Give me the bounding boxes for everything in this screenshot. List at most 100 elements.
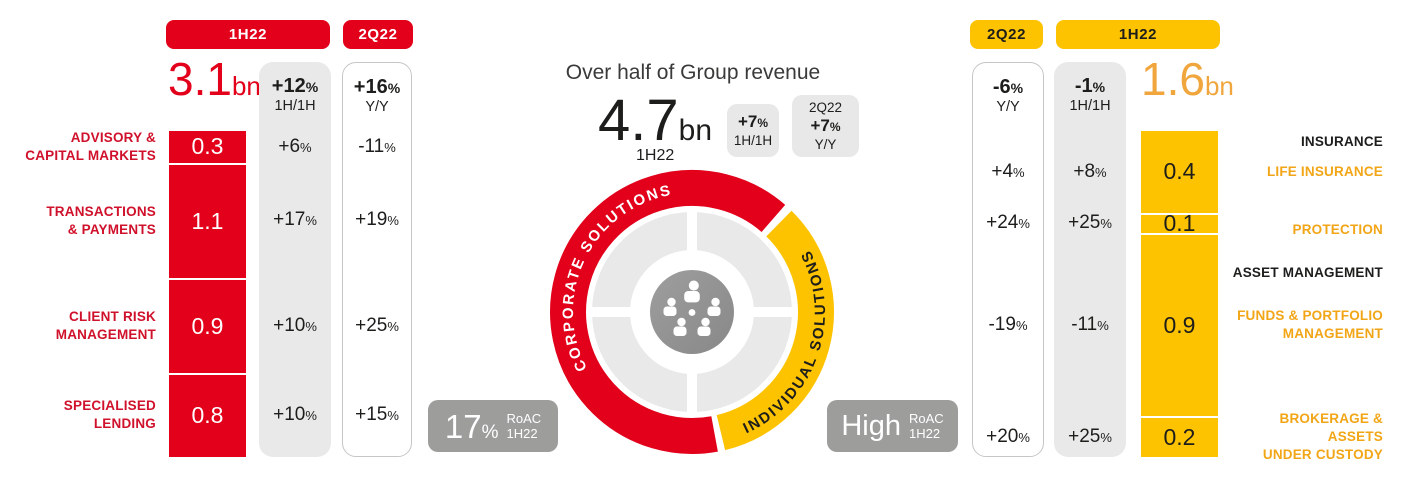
percent-sign: %	[1018, 430, 1030, 445]
corporate-yy-growth-value: +16	[353, 76, 388, 98]
corporate-yy-growth-header: +16% Y/Y	[343, 76, 411, 116]
center-title: Over half of Group revenue	[565, 61, 821, 84]
growth-value: +6	[278, 136, 301, 157]
percent-sign: %	[387, 213, 399, 228]
group-total-period: 1H22	[636, 147, 675, 164]
percent-sign: %	[305, 213, 317, 228]
roac-period: 1H22	[908, 426, 941, 441]
corporate-roac-badge: 17% RoAC 1H22	[428, 400, 558, 452]
corporate-total-unit: bn	[231, 71, 261, 101]
group-hh-growth-badge: +7% 1H/1H	[727, 104, 779, 157]
bar-segment-brokerage-custody: 0.2	[1141, 416, 1218, 458]
corporate-yy-growth-period: Y/Y	[365, 99, 389, 115]
individual-hh-growth-column: -1% 1H/1H	[1054, 62, 1126, 457]
percent-sign: %	[1100, 216, 1112, 231]
left-period-header-1h22-label: 1H22	[228, 26, 268, 43]
growth-value: +10	[273, 315, 306, 336]
group-label-asset-management: ASSET MANAGEMENT	[1228, 263, 1383, 283]
percent-sign: %	[1095, 165, 1107, 180]
individual-roac-badge: High RoAC 1H22	[827, 400, 958, 452]
hh-growth-protection: +25%	[1054, 212, 1126, 234]
individual-hh-growth-header: -1% 1H/1H	[1054, 75, 1126, 115]
percent-sign: %	[384, 140, 396, 155]
label-brokerage-assets-custody: BROKERAGE & ASSETS UNDER CUSTODY	[1228, 411, 1383, 462]
left-period-header-2q22: 2Q22	[343, 20, 413, 49]
percent-sign: %	[1010, 80, 1024, 96]
label-line: TRANSACTIONS	[46, 204, 156, 220]
roac-value: 17	[444, 407, 482, 445]
yy-growth-funds: -19%	[972, 314, 1044, 336]
label-line: CAPITAL MARKETS	[25, 148, 156, 163]
label-advisory-capital-markets: ADVISORY & CAPITAL MARKETS	[4, 127, 156, 167]
yy-growth-advisory: -11%	[342, 136, 412, 158]
growth-value: +25	[1068, 426, 1101, 447]
label-protection: PROTECTION	[1228, 220, 1383, 240]
growth-value: +8	[1073, 161, 1096, 182]
growth-value: +19	[355, 209, 388, 230]
left-period-header-1h22: 1H22	[166, 20, 330, 49]
individual-solutions-arc	[716, 210, 834, 451]
bar-segment-funds-portfolio: 0.9	[1141, 232, 1218, 417]
label-line: INSURANCE	[1300, 134, 1383, 150]
corporate-stacked-bar: 0.3 1.1 0.9 0.8	[169, 131, 246, 457]
individual-yy-growth-column: -6% Y/Y	[972, 62, 1044, 457]
growth-value: +24	[986, 212, 1019, 233]
growth-value: +25	[1068, 212, 1101, 233]
corporate-hh-growth-column: +12% 1H/1H	[259, 62, 331, 457]
label-line: MANAGEMENT	[1282, 326, 1383, 341]
growth-value: +10	[273, 404, 306, 425]
individual-hh-growth-period: 1H/1H	[1069, 98, 1111, 114]
segment-value: 0.9	[191, 312, 224, 339]
percent-sign: %	[1092, 79, 1106, 95]
yy-growth-life-insurance: +4%	[972, 161, 1044, 183]
corporate-total-revenue: 3.1bn	[168, 56, 261, 102]
people-group-icon	[663, 280, 721, 336]
percent-sign: %	[829, 119, 841, 134]
yy-growth-specialised: +15%	[342, 404, 412, 426]
hh-growth-life-insurance: +8%	[1054, 161, 1126, 183]
percent-sign: %	[1015, 318, 1028, 333]
right-period-header-2q22-label: 2Q22	[986, 26, 1027, 43]
yy-growth-protection: +24%	[972, 212, 1044, 234]
roac-metric: RoAC	[908, 410, 944, 426]
label-life-insurance: LIFE INSURANCE	[1228, 162, 1383, 182]
segment-value: 0.8	[191, 402, 224, 429]
individual-yy-growth-header: -6% Y/Y	[973, 76, 1043, 116]
label-line: SPECIALISED	[63, 398, 156, 414]
growth-value: +4	[991, 161, 1014, 182]
corporate-hh-growth-header: +12% 1H/1H	[259, 75, 331, 115]
segment-value: 0.3	[191, 133, 224, 160]
percent-sign: %	[305, 319, 317, 334]
badge-value: +7	[737, 112, 758, 131]
growth-value: -11	[1071, 314, 1098, 335]
segment-value: 0.1	[1163, 210, 1196, 237]
corporate-yy-growth-column: +16% Y/Y	[342, 62, 412, 457]
percent-sign: %	[305, 408, 317, 423]
label-line: & PAYMENTS	[67, 222, 156, 237]
label-line: LENDING	[93, 416, 156, 431]
growth-value: +15	[355, 404, 388, 425]
individual-yy-growth-period: Y/Y	[996, 99, 1020, 115]
segment-value: 1.1	[191, 207, 224, 234]
group-total-revenue: 4.7bn	[598, 92, 712, 150]
label-line: MANAGEMENT	[55, 327, 156, 342]
badge-period: Y/Y	[814, 136, 837, 152]
percent-sign: %	[387, 319, 399, 334]
bar-segment-transactions-payments: 1.1	[169, 162, 246, 279]
roac-period: 1H22	[506, 426, 538, 441]
yy-growth-client-risk: +25%	[342, 315, 412, 337]
percent-sign: %	[481, 421, 499, 443]
label-line: ASSET MANAGEMENT	[1232, 265, 1383, 281]
group-total-value: 4.7	[598, 88, 679, 153]
label-specialised-lending: SPECIALISED LENDING	[4, 395, 156, 435]
percent-sign: %	[1013, 165, 1025, 180]
right-period-header-1h22-label: 1H22	[1118, 26, 1158, 43]
growth-value: +20	[986, 426, 1019, 447]
roac-caption: RoAC 1H22	[909, 411, 944, 442]
badge-value: +7	[810, 115, 830, 135]
label-line: PROTECTION	[1292, 222, 1383, 238]
percent-sign: %	[1097, 318, 1109, 333]
hh-growth-transactions: +17%	[259, 209, 331, 231]
corporate-total-value: 3.1	[168, 53, 232, 105]
